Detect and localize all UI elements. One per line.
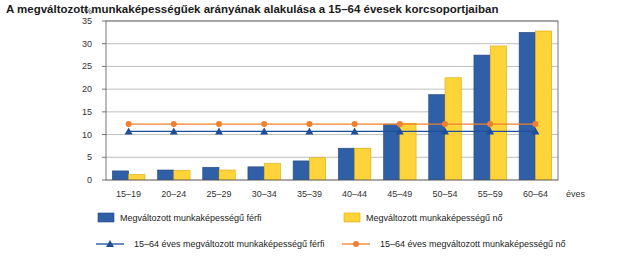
x-tick-label: 60–64 <box>523 189 548 199</box>
bar <box>112 171 128 180</box>
bar <box>219 170 235 180</box>
bar <box>429 95 445 180</box>
chart: A megváltozott munkaképességűek arányána… <box>0 0 639 264</box>
y-axis-label: % <box>84 6 92 16</box>
marker <box>305 127 313 134</box>
marker <box>126 121 132 127</box>
bar <box>338 148 354 180</box>
x-tick-label: 50–54 <box>432 189 457 199</box>
y-tick-label: 35 <box>82 16 92 26</box>
marker <box>215 127 223 134</box>
marker <box>396 127 404 134</box>
tick-mark <box>102 180 106 181</box>
bar <box>535 31 551 180</box>
plot-frame <box>106 21 558 180</box>
bar <box>129 175 145 180</box>
line <box>129 131 536 132</box>
y-tick-label: 15 <box>82 107 92 117</box>
x-tick-label: 30–34 <box>252 189 277 199</box>
marker <box>487 121 493 127</box>
marker <box>261 121 267 127</box>
bar <box>490 46 506 180</box>
y-tick-label: 25 <box>82 61 92 71</box>
tick-mark <box>102 66 106 67</box>
legend-label: 15–64 éves megváltozott munkaképességű f… <box>134 239 325 249</box>
line <box>129 123 536 124</box>
marker <box>531 127 539 134</box>
legend-marker <box>106 240 114 247</box>
y-tick-label: 20 <box>82 84 92 94</box>
bar <box>355 148 371 180</box>
tick-mark <box>102 111 106 112</box>
grid-line <box>106 43 558 44</box>
legend-label: Megváltozott munkaképességű férfi <box>120 213 262 223</box>
x-tick-label: 55–59 <box>478 189 503 199</box>
marker <box>397 121 403 127</box>
x-tick-label: 45–49 <box>387 189 412 199</box>
tick-mark <box>102 43 106 44</box>
marker <box>125 127 133 134</box>
tick-mark <box>102 21 106 22</box>
tick-mark <box>102 134 106 135</box>
y-tick-label: 5 <box>87 152 92 162</box>
bar <box>248 167 264 180</box>
bar <box>203 167 219 180</box>
marker <box>486 127 494 134</box>
legend-marker <box>353 241 359 247</box>
y-tick-label: 30 <box>82 39 92 49</box>
tick-mark <box>102 157 106 158</box>
bar <box>264 164 280 180</box>
x-tick-label: 40–44 <box>342 189 367 199</box>
marker <box>351 127 359 134</box>
tick-mark <box>102 89 106 90</box>
legend-swatch <box>98 213 114 222</box>
legend-label: 15–64 éves megváltozott munkaképességű n… <box>380 239 566 249</box>
marker <box>260 127 268 134</box>
bar <box>309 158 325 180</box>
x-axis-label: éves <box>566 189 586 199</box>
marker <box>352 121 358 127</box>
legend: Megváltozott munkaképességű férfi Megvált… <box>96 213 566 249</box>
y-tick-label: 10 <box>82 130 92 140</box>
bar <box>174 170 190 180</box>
marker <box>441 127 449 134</box>
marker <box>216 121 222 127</box>
y-tick-label: 0 <box>87 175 92 185</box>
bar <box>158 170 174 180</box>
marker <box>532 121 538 127</box>
marks <box>112 31 551 180</box>
x-tick-label: 25–29 <box>206 189 231 199</box>
bar <box>293 161 309 180</box>
marker <box>171 121 177 127</box>
title: A megváltozott munkaképességűek arányána… <box>6 3 498 15</box>
marker <box>170 127 178 134</box>
x-tick-label: 15–19 <box>116 189 141 199</box>
bar <box>474 55 490 180</box>
bar <box>445 78 461 180</box>
x-tick-label: 20–24 <box>161 189 186 199</box>
legend-label: Megváltozott munkaképességű nő <box>366 213 503 223</box>
marker <box>306 121 312 127</box>
legend-swatch <box>344 213 360 222</box>
marker <box>442 121 448 127</box>
x-tick-label: 35–39 <box>297 189 322 199</box>
bar <box>519 32 535 180</box>
